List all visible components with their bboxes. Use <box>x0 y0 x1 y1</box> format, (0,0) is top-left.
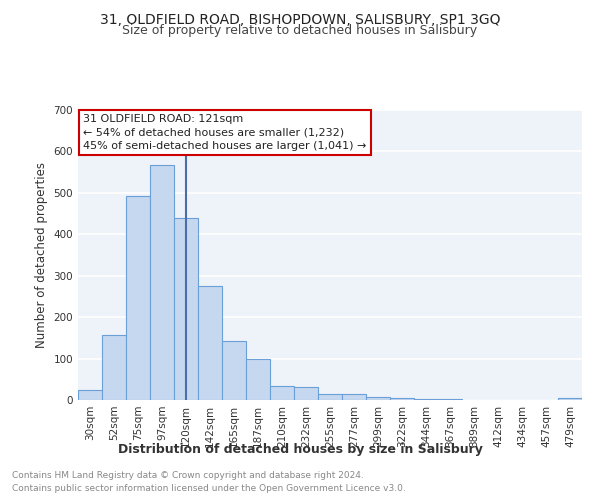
Text: 31 OLDFIELD ROAD: 121sqm
← 54% of detached houses are smaller (1,232)
45% of sem: 31 OLDFIELD ROAD: 121sqm ← 54% of detach… <box>83 114 367 151</box>
Bar <box>294 386 318 400</box>
Bar <box>222 341 246 400</box>
Bar <box>438 399 462 400</box>
Bar <box>318 394 342 400</box>
Bar <box>366 396 390 400</box>
Text: Size of property relative to detached houses in Salisbury: Size of property relative to detached ho… <box>122 24 478 37</box>
Bar <box>102 334 126 400</box>
Bar <box>198 286 222 400</box>
Text: Contains public sector information licensed under the Open Government Licence v3: Contains public sector information licen… <box>12 484 406 493</box>
Bar <box>246 360 270 400</box>
Bar <box>342 394 366 400</box>
Bar <box>174 218 198 400</box>
Bar <box>558 398 582 400</box>
Y-axis label: Number of detached properties: Number of detached properties <box>35 162 48 348</box>
Bar <box>150 165 174 400</box>
Bar <box>78 390 102 400</box>
Bar <box>126 196 150 400</box>
Bar <box>414 399 438 400</box>
Text: 31, OLDFIELD ROAD, BISHOPDOWN, SALISBURY, SP1 3GQ: 31, OLDFIELD ROAD, BISHOPDOWN, SALISBURY… <box>100 12 500 26</box>
Bar <box>270 386 294 400</box>
Text: Distribution of detached houses by size in Salisbury: Distribution of detached houses by size … <box>118 442 482 456</box>
Bar <box>390 398 414 400</box>
Text: Contains HM Land Registry data © Crown copyright and database right 2024.: Contains HM Land Registry data © Crown c… <box>12 471 364 480</box>
